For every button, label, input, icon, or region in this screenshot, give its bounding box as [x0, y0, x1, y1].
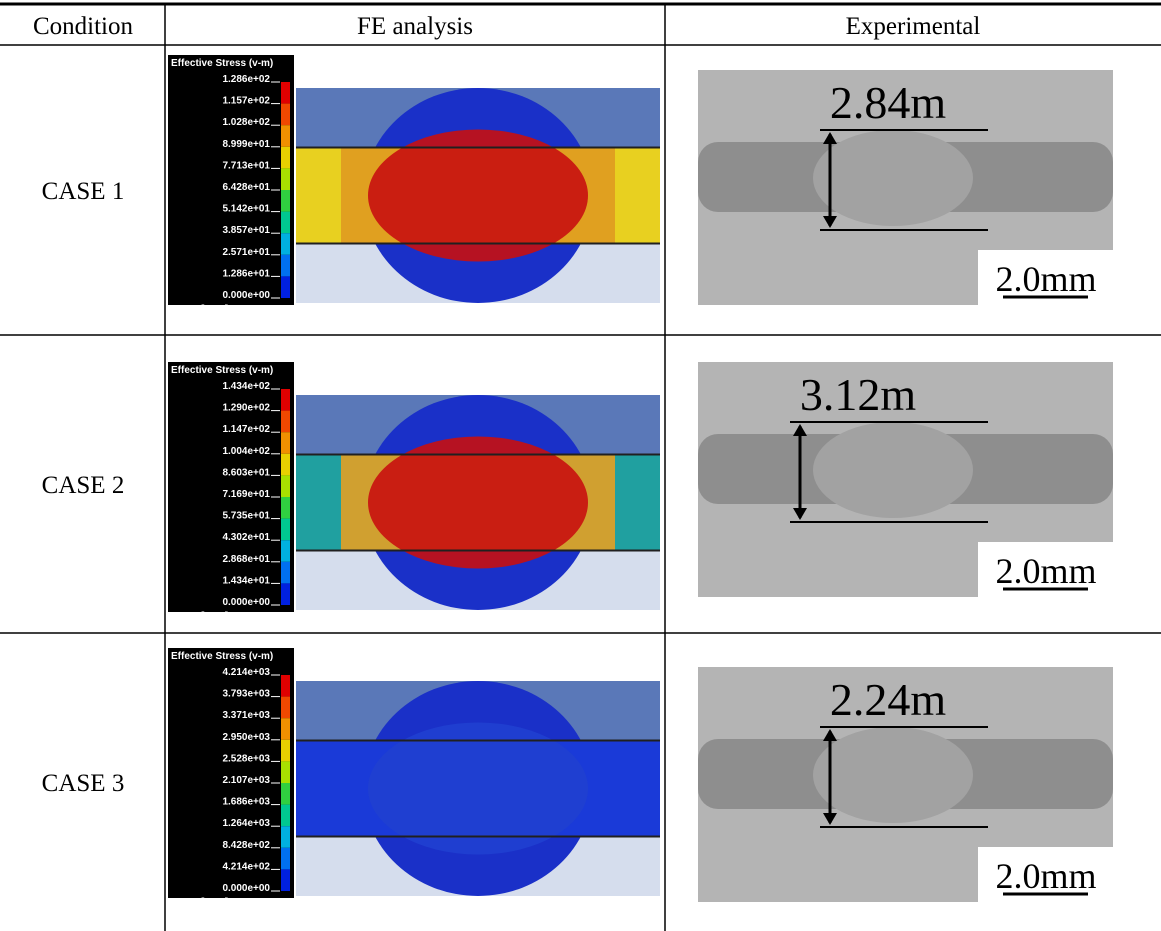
legend-value: 1.686e+03 — [222, 797, 270, 808]
fe-tube-end — [296, 741, 341, 837]
legend-value: 2.868e+01 — [222, 554, 270, 565]
header-cell: FE analysis — [357, 13, 473, 40]
legend-value: 1.286e+01 — [222, 268, 270, 279]
legend-value: 3.793e+03 — [222, 689, 270, 700]
header-cell: Condition — [33, 13, 134, 40]
legend-swatch — [281, 761, 290, 783]
legend-value: 8.603e+01 — [222, 467, 270, 478]
legend-swatch — [281, 190, 290, 212]
fe-bulge — [368, 130, 588, 262]
legend-value: 1.147e+02 — [222, 424, 270, 435]
legend-value: 4.214e+02 — [222, 861, 270, 872]
condition-cell: CASE 2 — [42, 472, 125, 499]
legend-value: 8.428e+02 — [222, 840, 270, 851]
legend-value: 2.107e+03 — [222, 775, 270, 786]
legend-swatch — [281, 82, 290, 104]
legend-swatch — [281, 805, 290, 827]
legend-swatch — [281, 104, 290, 126]
legend-value: 1.157e+02 — [222, 96, 270, 107]
fe-tube-end — [615, 741, 660, 837]
legend-swatch — [281, 783, 290, 805]
legend-swatch — [281, 697, 290, 719]
legend-value: 4.302e+01 — [222, 532, 270, 543]
legend-value: 1.290e+02 — [222, 403, 270, 414]
legend-value: 1.434e+01 — [222, 575, 270, 586]
fe-bulge — [368, 437, 588, 569]
header-cell: Experimental — [846, 13, 981, 40]
legend-swatch — [281, 147, 290, 169]
legend-swatch — [281, 212, 290, 234]
legend-value: 4.214e+03 — [222, 667, 270, 678]
dimension-label: 2.24m — [830, 674, 947, 725]
legend-swatch — [281, 583, 290, 605]
legend-title: Effective Stress (v-m) — [171, 651, 273, 662]
legend-swatch — [281, 255, 290, 277]
legend-swatch — [281, 740, 290, 762]
legend-value: 1.264e+03 — [222, 818, 270, 829]
legend-title: Effective Stress (v-m) — [171, 58, 273, 69]
photo-bulge — [813, 130, 973, 226]
fe-tube-end — [615, 148, 660, 244]
legend-swatch — [281, 233, 290, 255]
legend-swatch — [281, 276, 290, 298]
scale-label: 2.0mm — [995, 259, 1096, 299]
legend-swatch — [281, 519, 290, 541]
legend-value: 0.000e+00 — [222, 290, 270, 301]
legend-unit: [MPa] — [201, 897, 228, 908]
legend-swatch — [281, 869, 290, 891]
legend-value: 0.000e+00 — [222, 883, 270, 894]
legend-value: 5.735e+01 — [222, 511, 270, 522]
dimension-label: 3.12m — [800, 369, 917, 420]
legend-swatch — [281, 125, 290, 147]
condition-cell: CASE 1 — [42, 178, 125, 205]
legend-swatch — [281, 432, 290, 454]
photo-bulge — [813, 422, 973, 518]
fe-tube-end — [296, 148, 341, 244]
legend-unit: [MPa] — [201, 304, 228, 315]
legend-value: 7.169e+01 — [222, 489, 270, 500]
legend-swatch — [281, 454, 290, 476]
legend-value: 1.286e+02 — [222, 74, 270, 85]
legend-swatch — [281, 168, 290, 190]
legend-swatch — [281, 389, 290, 411]
fe-tube-end — [615, 455, 660, 551]
scale-label: 2.0mm — [995, 551, 1096, 591]
legend-value: 7.713e+01 — [222, 160, 270, 171]
legend-swatch — [281, 475, 290, 497]
legend-swatch — [281, 562, 290, 584]
legend-value: 3.857e+01 — [222, 225, 270, 236]
legend-value: 0.000e+00 — [222, 597, 270, 608]
legend-swatch — [281, 540, 290, 562]
legend-value: 2.528e+03 — [222, 753, 270, 764]
legend-value: 2.571e+01 — [222, 247, 270, 258]
scale-label: 2.0mm — [995, 856, 1096, 896]
legend-value: 8.999e+01 — [222, 139, 270, 150]
legend-swatch — [281, 411, 290, 433]
condition-cell: CASE 3 — [42, 770, 125, 797]
legend-value: 2.950e+03 — [222, 732, 270, 743]
dimension-label: 2.84m — [830, 77, 947, 128]
legend-swatch — [281, 675, 290, 697]
legend-value: 1.004e+02 — [222, 446, 270, 457]
legend-value: 3.371e+03 — [222, 710, 270, 721]
fe-bulge — [368, 723, 588, 855]
legend-value: 1.028e+02 — [222, 117, 270, 128]
legend-swatch — [281, 848, 290, 870]
legend-value: 5.142e+01 — [222, 204, 270, 215]
legend-title: Effective Stress (v-m) — [171, 365, 273, 376]
table-page: Condition FE analysis Experimental CASE … — [0, 0, 1161, 931]
photo-bulge — [813, 727, 973, 823]
legend-unit: [MPa] — [201, 611, 228, 622]
legend-swatch — [281, 497, 290, 519]
legend-value: 6.428e+01 — [222, 182, 270, 193]
legend-swatch — [281, 718, 290, 740]
legend-value: 1.434e+02 — [222, 381, 270, 392]
legend-swatch — [281, 826, 290, 848]
fe-tube-end — [296, 455, 341, 551]
